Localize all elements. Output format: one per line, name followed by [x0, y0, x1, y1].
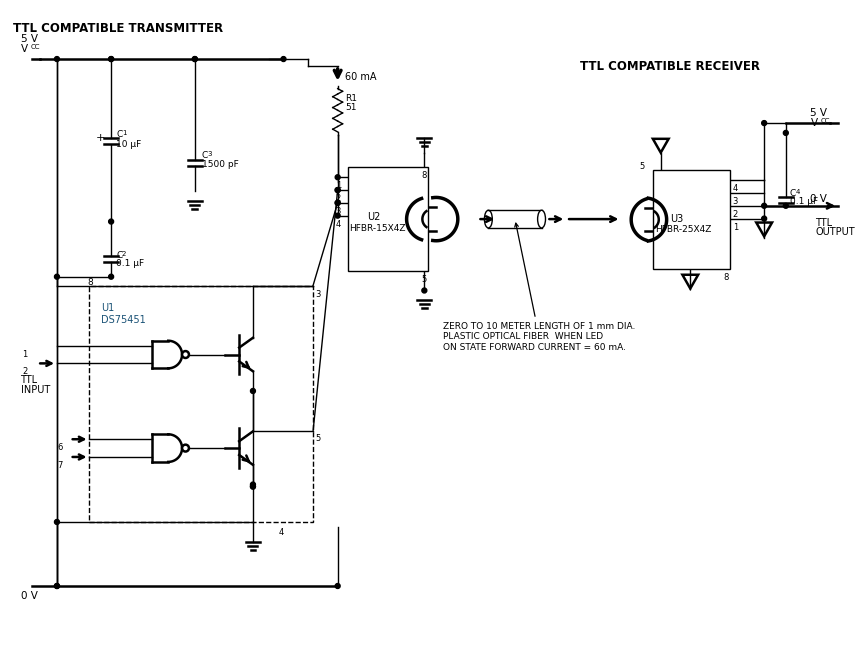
Circle shape [422, 288, 427, 293]
Text: INPUT: INPUT [21, 385, 50, 395]
Text: 2: 2 [336, 194, 341, 203]
Circle shape [109, 56, 113, 61]
Circle shape [251, 484, 256, 489]
Text: 3: 3 [336, 207, 341, 216]
Circle shape [54, 520, 60, 525]
Text: C: C [116, 251, 123, 260]
Text: 5 V: 5 V [810, 108, 828, 118]
Text: 60 mA: 60 mA [345, 72, 376, 82]
Circle shape [784, 131, 788, 135]
Circle shape [335, 201, 340, 205]
Text: 0 V: 0 V [810, 194, 828, 204]
Text: 5: 5 [422, 275, 427, 284]
Circle shape [251, 484, 256, 489]
Text: 8: 8 [87, 278, 93, 287]
Text: CC: CC [30, 44, 40, 50]
Bar [347, 168, 429, 271]
Circle shape [109, 56, 113, 61]
Text: +: + [95, 133, 105, 143]
Text: 1500 pF: 1500 pF [201, 160, 238, 170]
Circle shape [335, 213, 340, 218]
Text: 2: 2 [122, 251, 126, 257]
Circle shape [54, 584, 60, 589]
Text: 5: 5 [315, 434, 321, 443]
Text: V: V [21, 44, 28, 54]
Text: 4: 4 [733, 184, 738, 193]
Text: U1: U1 [101, 303, 115, 313]
Circle shape [335, 175, 340, 180]
Text: 5: 5 [639, 162, 645, 171]
Text: C: C [116, 130, 123, 139]
Circle shape [109, 274, 113, 279]
Text: TTL COMPATIBLE TRANSMITTER: TTL COMPATIBLE TRANSMITTER [13, 21, 223, 34]
Circle shape [193, 56, 197, 61]
Text: R1: R1 [346, 94, 358, 102]
Text: DS75451: DS75451 [101, 315, 146, 325]
Text: 3: 3 [315, 289, 321, 298]
Circle shape [784, 203, 788, 208]
Text: 2: 2 [733, 210, 738, 219]
Text: 6: 6 [57, 443, 62, 452]
Bar [653, 170, 730, 269]
Text: 51: 51 [346, 104, 357, 113]
Text: 1: 1 [122, 130, 126, 136]
Circle shape [109, 219, 113, 224]
Circle shape [182, 351, 189, 358]
Circle shape [335, 188, 340, 193]
Circle shape [193, 56, 197, 61]
Text: OUTPUT: OUTPUT [816, 228, 855, 237]
Text: U3: U3 [670, 214, 683, 224]
Text: 4: 4 [278, 528, 283, 537]
Text: TTL: TTL [21, 375, 38, 385]
Text: CC: CC [820, 118, 829, 124]
Circle shape [182, 444, 189, 452]
Text: 3: 3 [207, 151, 213, 157]
Circle shape [762, 120, 766, 126]
Text: 1: 1 [22, 349, 28, 358]
Text: U2: U2 [367, 212, 380, 222]
Text: TTL: TTL [816, 217, 833, 228]
Circle shape [54, 584, 60, 589]
Text: 2: 2 [22, 367, 28, 377]
Circle shape [54, 274, 60, 279]
Bar [90, 285, 313, 522]
Circle shape [251, 388, 256, 393]
Circle shape [335, 584, 340, 589]
Text: V: V [810, 118, 817, 128]
Circle shape [54, 56, 60, 61]
Text: 4: 4 [336, 219, 341, 228]
Ellipse shape [537, 210, 545, 228]
Circle shape [762, 216, 766, 221]
Text: 0.1 µF: 0.1 µF [790, 197, 818, 206]
Circle shape [762, 203, 766, 208]
Text: HFBR-25X4Z: HFBR-25X4Z [655, 226, 711, 234]
Text: TTL COMPATIBLE RECEIVER: TTL COMPATIBLE RECEIVER [580, 60, 760, 73]
Text: 0 V: 0 V [21, 591, 37, 601]
Circle shape [335, 201, 340, 205]
Text: C: C [201, 151, 208, 160]
Text: 0.1 µF: 0.1 µF [116, 259, 144, 268]
Circle shape [251, 482, 256, 487]
Text: 5 V: 5 V [21, 34, 37, 45]
Text: C: C [790, 189, 796, 198]
Text: 1: 1 [336, 181, 341, 190]
Circle shape [281, 56, 286, 61]
Text: 10 µF: 10 µF [116, 140, 142, 149]
Text: 4: 4 [796, 189, 800, 195]
Circle shape [335, 188, 340, 193]
Text: 7: 7 [57, 461, 62, 470]
Text: 3: 3 [733, 197, 738, 206]
Text: HFBR-15X4Z: HFBR-15X4Z [349, 223, 406, 232]
Text: 8: 8 [422, 171, 427, 181]
Text: 8: 8 [724, 273, 729, 282]
Text: ZERO TO 10 METER LENGTH OF 1 mm DIA.
PLASTIC OPTICAL FIBER  WHEN LED
ON STATE FO: ZERO TO 10 METER LENGTH OF 1 mm DIA. PLA… [443, 223, 635, 351]
Text: 1: 1 [733, 223, 738, 232]
